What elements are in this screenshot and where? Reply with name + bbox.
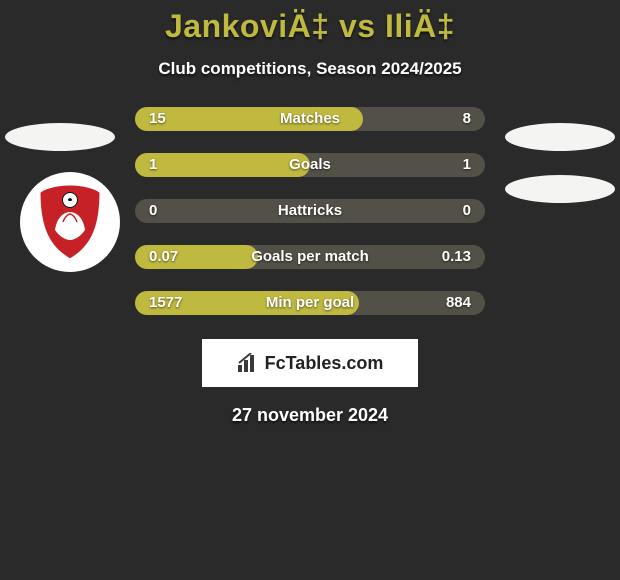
logo-text: FcTables.com [265, 353, 384, 374]
stat-bar: 11Goals [135, 153, 485, 177]
page-title: JankoviÄ‡ vs IliÄ‡ [0, 8, 620, 45]
site-logo: FcTables.com [202, 339, 418, 387]
bar-chart-icon [237, 353, 259, 373]
stat-bar: 0.070.13Goals per match [135, 245, 485, 269]
stat-label: Goals [135, 153, 485, 177]
club-badge [20, 172, 120, 272]
stat-row: 158Matches [0, 107, 620, 131]
stat-label: Matches [135, 107, 485, 131]
stat-label: Hattricks [135, 199, 485, 223]
stat-row: 11Goals [0, 153, 620, 177]
stat-row: 1577884Min per goal [0, 291, 620, 315]
stat-label: Min per goal [135, 291, 485, 315]
date-text: 27 november 2024 [0, 405, 620, 426]
stat-bar: 158Matches [135, 107, 485, 131]
stat-label: Goals per match [135, 245, 485, 269]
stat-bar: 00Hattricks [135, 199, 485, 223]
shield-icon [35, 182, 105, 262]
subtitle: Club competitions, Season 2024/2025 [0, 59, 620, 79]
stat-bar: 1577884Min per goal [135, 291, 485, 315]
